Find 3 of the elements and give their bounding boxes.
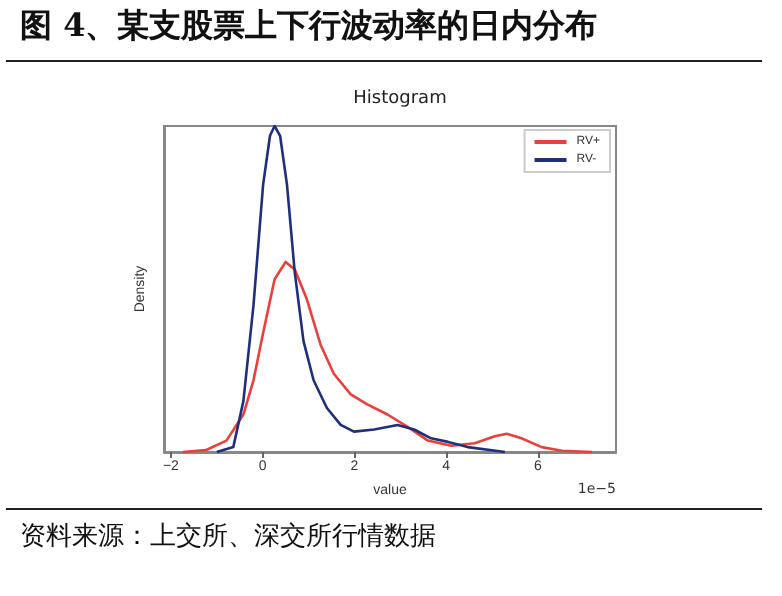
text: 资料来源：上交所、深交所行情数据: [20, 520, 438, 556]
chart-subtitle: Histogram: [353, 89, 447, 109]
chart-title: 图 4、某支股票上下行波动率的日内分布: [20, 6, 598, 48]
